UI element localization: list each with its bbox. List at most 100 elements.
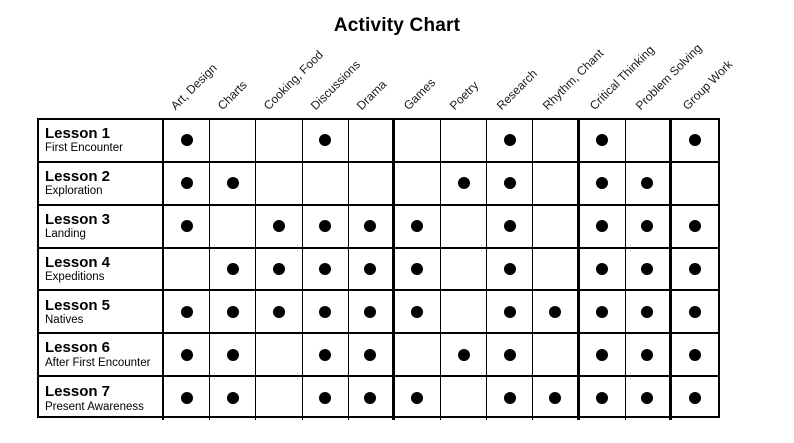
activity-dot (641, 262, 654, 275)
column-header: Art, Design (168, 60, 220, 113)
matrix-cell (210, 162, 257, 206)
matrix-cell (533, 248, 580, 292)
activity-dot (596, 134, 609, 147)
activity-dot (503, 305, 516, 318)
matrix-cell (625, 162, 672, 206)
matrix-cell (625, 205, 672, 249)
activity-dot (503, 220, 516, 233)
matrix-cell (164, 248, 211, 292)
matrix-cell (256, 248, 303, 292)
activity-dot (226, 392, 239, 405)
lesson-title: Lesson 7 (45, 383, 111, 401)
activity-dot (688, 262, 701, 275)
matrix-cell (164, 205, 211, 249)
activity-dot (688, 305, 701, 318)
matrix-cell (348, 291, 395, 335)
matrix-cell (579, 120, 626, 163)
matrix-cell (441, 205, 488, 249)
activity-dot (596, 348, 609, 361)
activity-dot (548, 305, 561, 318)
matrix-cell (487, 291, 534, 335)
matrix-cell (671, 163, 718, 206)
matrix-cell (164, 162, 211, 206)
activity-dot (180, 392, 193, 405)
activity-dot (688, 220, 701, 233)
matrix-cell (348, 162, 395, 206)
matrix-cell (625, 120, 672, 163)
activity-dot (641, 392, 654, 405)
matrix-cell (302, 205, 349, 249)
row-label: Lesson 6 After First Encounter (39, 334, 164, 378)
matrix-cell (210, 248, 257, 292)
activity-dot (411, 262, 424, 275)
matrix-cell (487, 377, 534, 420)
activity-dot (180, 305, 193, 318)
row-label: Lesson 5 Natives (39, 291, 164, 335)
lesson-subtitle: Landing (45, 228, 86, 241)
activity-dot (457, 177, 470, 190)
matrix-cell (579, 291, 626, 335)
column-header: Poetry (447, 78, 482, 113)
matrix-cell (210, 334, 257, 378)
activity-dot (641, 305, 654, 318)
activity-dot (319, 134, 332, 147)
activity-dot (364, 392, 377, 405)
matrix-cell (164, 377, 211, 420)
matrix-cell (671, 206, 718, 249)
matrix-cell (256, 162, 303, 206)
activity-dot (226, 348, 239, 361)
activity-dot (319, 262, 332, 275)
activity-dot (503, 134, 516, 147)
activity-dot (226, 305, 239, 318)
matrix-cell (533, 205, 580, 249)
activity-dot (319, 305, 332, 318)
matrix-cell (579, 162, 626, 206)
activity-dot (596, 220, 609, 233)
matrix-cell (302, 248, 349, 292)
activity-dot (688, 348, 701, 361)
matrix-cell (395, 377, 441, 420)
activity-dot (272, 220, 285, 233)
matrix-cell (210, 120, 257, 163)
row-label: Lesson 3 Landing (39, 205, 164, 249)
matrix-cell (579, 248, 626, 292)
activity-dot (272, 262, 285, 275)
activity-dot (641, 220, 654, 233)
activity-dot (596, 392, 609, 405)
activity-dot (272, 305, 285, 318)
column-header: Drama (354, 77, 390, 113)
matrix-cell (671, 291, 718, 335)
activity-dot (411, 220, 424, 233)
matrix-cell (302, 162, 349, 206)
row-label: Lesson 1 First Encounter (39, 120, 164, 163)
matrix-cell (487, 205, 534, 249)
matrix-cell (441, 291, 488, 335)
matrix-cell (580, 377, 626, 420)
activity-dot (596, 177, 609, 190)
matrix-cell (487, 248, 534, 292)
matrix-cell (256, 205, 303, 249)
matrix-cell (579, 205, 626, 249)
matrix-cell (394, 291, 441, 335)
column-header: Charts (214, 77, 250, 113)
activity-dot (548, 392, 561, 405)
matrix-cell (533, 291, 580, 335)
matrix-cell (210, 291, 257, 335)
activity-dot (180, 220, 193, 233)
matrix-cell (441, 334, 488, 378)
lesson-subtitle: Exploration (45, 185, 103, 198)
matrix-cell (394, 162, 441, 206)
page-title: Activity Chart (333, 15, 461, 36)
matrix-cell (672, 377, 718, 420)
row-label: Lesson 7 Present Awareness (39, 377, 164, 420)
matrix-cell (210, 205, 257, 249)
matrix-cell (349, 377, 395, 420)
activity-dot (641, 177, 654, 190)
matrix-cell (533, 334, 580, 378)
activity-dot (180, 177, 193, 190)
matrix-cell (441, 120, 488, 163)
matrix-cell (256, 291, 303, 335)
matrix-cell (441, 162, 488, 206)
matrix-cell (625, 334, 672, 378)
